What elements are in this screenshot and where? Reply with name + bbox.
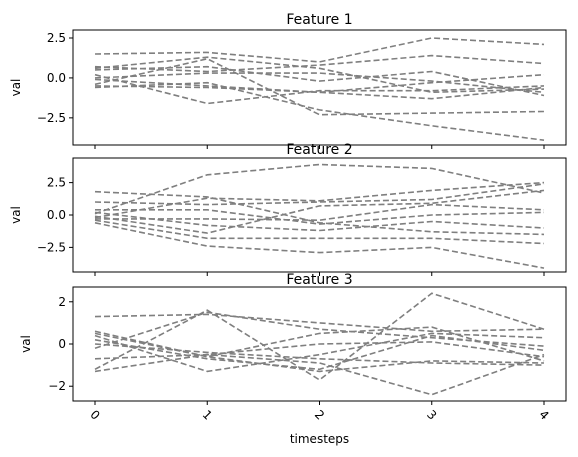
series-line — [94, 54, 545, 73]
y-tick-label: −2.5 — [37, 111, 66, 125]
series-line — [94, 73, 545, 105]
series-line — [94, 85, 545, 100]
x-tick-label: 3 — [424, 407, 439, 422]
y-tick-label: 2 — [58, 295, 66, 309]
y-tick-label: 0.0 — [47, 71, 66, 85]
x-tick-label: 1 — [200, 407, 215, 422]
series-lines — [94, 37, 545, 141]
y-tick-label: −2 — [48, 379, 66, 393]
series-line — [94, 353, 545, 396]
series-line — [94, 163, 545, 215]
series-line — [94, 56, 545, 94]
x-axis-label: timesteps — [290, 432, 349, 446]
subplot-feature-1: 2.5 0.0 −2.5 Feature 1 val — [9, 12, 567, 149]
chart-title: Feature 3 — [286, 272, 352, 288]
chart-title: Feature 2 — [286, 142, 352, 158]
x-ticks — [94, 145, 545, 149]
series-line — [94, 222, 545, 269]
x-tick-label: 4 — [536, 407, 551, 422]
series-line — [94, 190, 545, 236]
y-ticks: 2.5 0.0 −2.5 — [37, 176, 73, 254]
series-line — [94, 219, 545, 245]
series-line — [94, 57, 545, 116]
series-line — [94, 181, 545, 219]
y-axis-label: val — [9, 206, 23, 224]
y-axis-label: val — [19, 335, 33, 353]
plot-area — [72, 29, 567, 146]
y-tick-label: 2.5 — [47, 31, 66, 45]
y-tick-label: −2.5 — [37, 240, 66, 254]
series-line — [94, 334, 545, 371]
subplot-feature-2: 2.5 0.0 −2.5 Feature 2 val — [9, 142, 567, 276]
x-tick-label: 0 — [87, 407, 102, 422]
chart-title: Feature 1 — [286, 12, 352, 28]
y-tick-label: 2.5 — [47, 176, 66, 190]
x-ticks: 0 1 2 3 4 — [87, 401, 552, 423]
series-line — [94, 81, 545, 141]
series-line — [94, 211, 545, 232]
x-ticks — [94, 272, 545, 276]
series-lines — [94, 163, 545, 269]
y-ticks: 2.5 0.0 −2.5 — [37, 31, 73, 125]
series-line — [94, 72, 545, 94]
series-line — [95, 203, 545, 222]
y-tick-label: 0.0 — [47, 208, 66, 222]
y-tick-label: 0 — [58, 337, 66, 351]
series-line — [95, 209, 545, 225]
plot-area — [72, 157, 567, 273]
x-tick-label: 2 — [312, 407, 327, 422]
series-line — [94, 343, 545, 366]
series-lines — [94, 292, 545, 396]
series-line — [94, 183, 545, 206]
series-line — [94, 37, 545, 63]
series-line — [94, 341, 545, 373]
series-line — [94, 292, 545, 381]
subplot-feature-3: 0 1 2 3 4 2 0 −2 Feature 3 val — [19, 272, 567, 423]
series-line — [94, 313, 545, 333]
y-axis-label: val — [9, 79, 23, 97]
series-line — [94, 189, 545, 234]
series-line — [94, 332, 545, 373]
y-ticks: 2 0 −2 — [48, 295, 73, 393]
